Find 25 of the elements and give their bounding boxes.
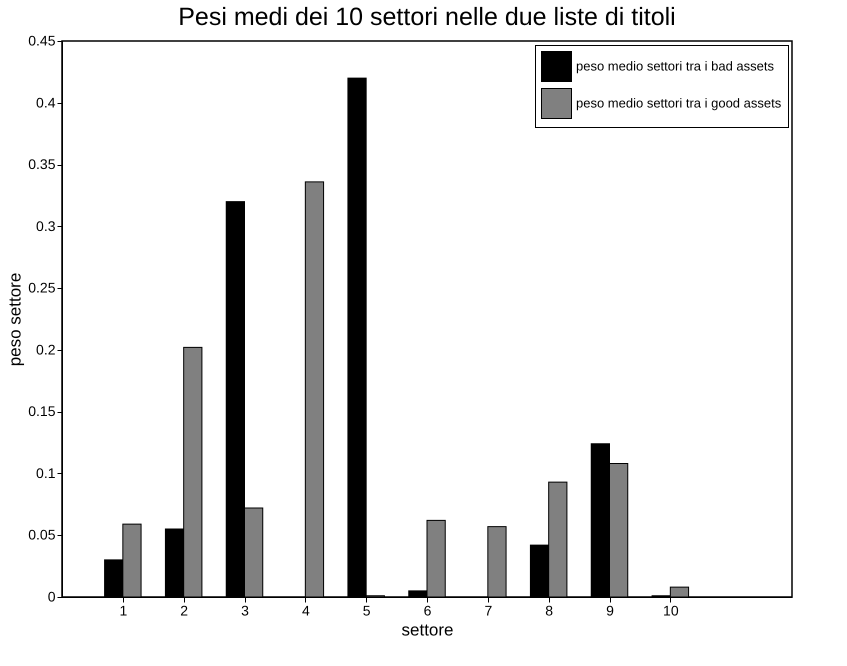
y-tick-label: 0.45 [28, 32, 56, 48]
y-tick-label: 0.1 [36, 464, 56, 481]
y-tick-label: 0.3 [36, 218, 56, 234]
y-tick-label: 0.2 [36, 341, 56, 358]
chart-title: Pesi medi dei 10 settori nelle due liste di titoli [178, 3, 676, 31]
y-axis-title: peso settore [5, 272, 24, 366]
legend-label: peso medio settori tra i good assets [576, 96, 782, 110]
y-tick-label: 0.05 [28, 526, 56, 543]
x-tick-label: 2 [180, 602, 188, 618]
x-tick-label: 6 [424, 602, 432, 618]
y-tick-label: 0 [48, 588, 56, 604]
x-tick-label: 9 [606, 602, 614, 618]
x-tick-label: 8 [545, 602, 554, 618]
x-axis-title: settore [402, 620, 454, 640]
x-tick-label: 7 [484, 602, 492, 618]
y-tick-label: 0.35 [28, 156, 56, 172]
x-tick-label: 5 [362, 602, 371, 618]
x-tick-label: 3 [241, 602, 250, 618]
y-tick-label: 0.25 [28, 280, 56, 296]
x-tick-label: 10 [663, 602, 679, 618]
x-tick-label: 1 [119, 602, 128, 618]
x-tick-label: 4 [302, 602, 310, 618]
y-tick-label: 0.4 [36, 94, 56, 110]
legend-label: peso medio settori tra i bad assets [576, 58, 774, 74]
y-tick-label: 0.15 [28, 403, 56, 420]
